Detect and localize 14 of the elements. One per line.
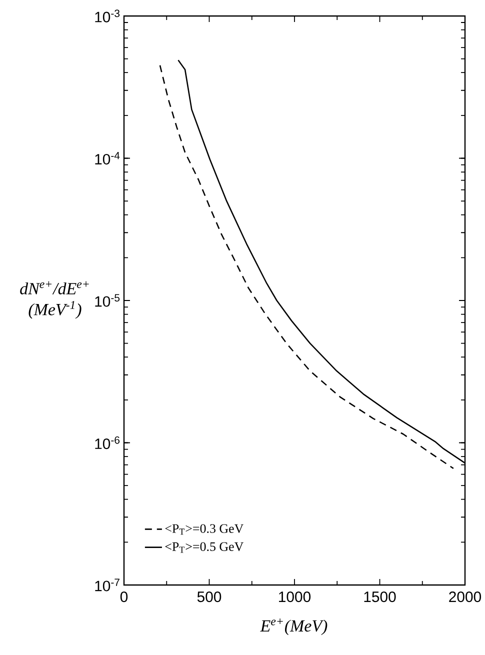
- x-tick-label: 0: [120, 592, 128, 602]
- x-tick-label: 1000: [279, 592, 311, 602]
- text: dN$^{e+}$/dE$^{e+}$ (MeV$^{-1}$): [20, 281, 89, 319]
- x-axis-title: E$^{e+}$(MeV): [260, 618, 328, 636]
- y-tick-label: 10$^{-4}$: [95, 152, 120, 165]
- legend-label: <P$_{T}$>=0.5 GeV: [165, 542, 244, 553]
- y-tick-label: 10$^{-6}$: [95, 436, 120, 450]
- y-tick-label: 10$^{-5}$: [95, 294, 120, 307]
- y-tick-label: 10$^{-3}$: [95, 10, 120, 22]
- x-tick-label: 1500: [364, 592, 396, 602]
- y-tick-label: 10$^{-7}$: [95, 578, 120, 592]
- x-tick-label: 2000: [449, 592, 482, 602]
- x-tick-label: 500: [197, 592, 222, 602]
- legend-label: <P$_{T}$>=0.3 GeV: [165, 524, 244, 535]
